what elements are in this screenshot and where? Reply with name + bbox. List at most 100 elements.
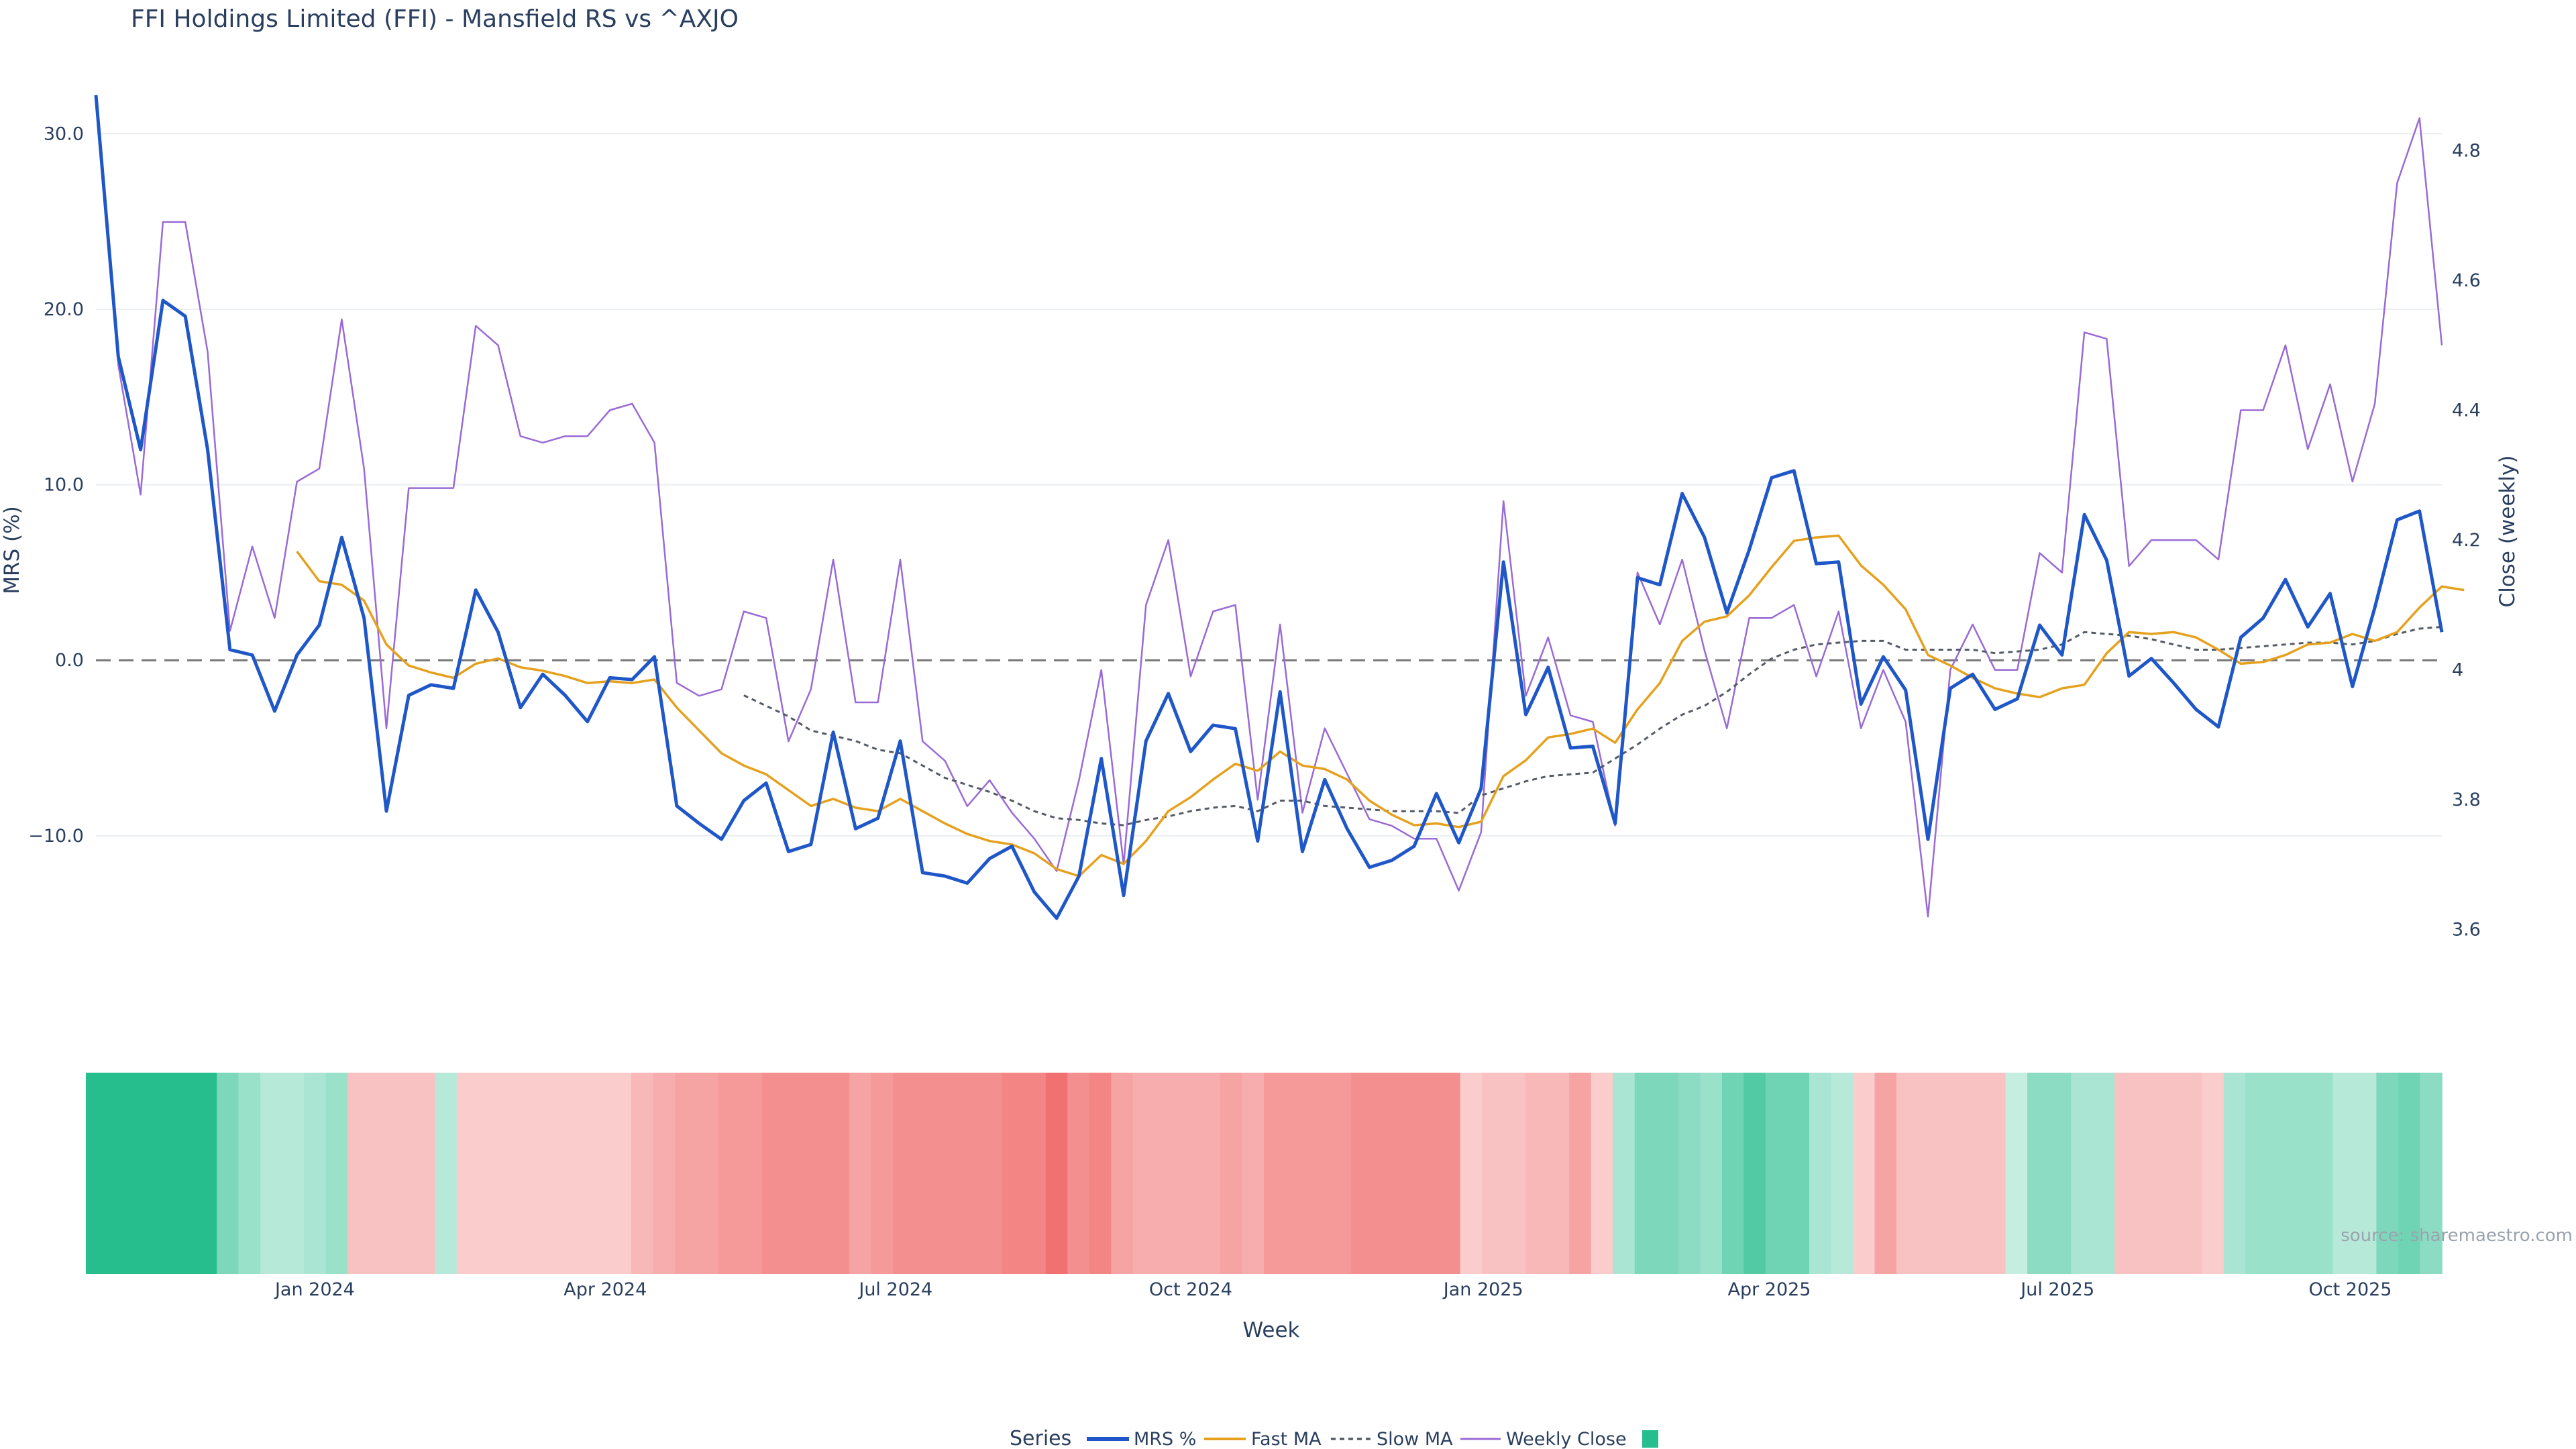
strip-cell [893,1073,916,1274]
strip-cell [631,1073,654,1274]
strip-cell [1482,1073,1505,1274]
strip-cell [1962,1073,1984,1274]
strip-cell [1351,1073,1374,1274]
strip-cell [1700,1073,1723,1274]
strip-cell [958,1073,981,1274]
slow-ma-series [743,626,2443,826]
strip-cell [1896,1073,1919,1274]
strip-cell [1525,1073,1548,1274]
strip-cell [2158,1073,2181,1274]
y-tick-label: 30.0 [44,123,84,144]
y2-tick-label: 4 [2452,660,2463,681]
strip-cell [1132,1073,1156,1274]
x-tick-label: Jan 2024 [274,1279,355,1300]
y2-tick-label: 4.4 [2452,400,2481,421]
y-tick-label: 0.0 [55,650,84,671]
strip-cell [718,1073,741,1274]
strip-cell [325,1073,348,1274]
strip-cell [2267,1073,2290,1274]
strip-cell [1395,1073,1417,1274]
strip-cell [129,1073,152,1274]
y-tick-label: 20.0 [44,299,84,320]
mrs-series [94,95,2444,920]
strip-cell [1438,1073,1461,1274]
strip-cell [806,1073,828,1274]
legend-title: Series [1010,1427,1071,1449]
series-line [743,626,2443,826]
grid-lines [96,133,2442,837]
strip-cell [2180,1073,2203,1274]
strip-cell [1874,1073,1897,1274]
strip-cell [1089,1073,1112,1274]
series-line [94,95,2444,920]
strip-cell [1831,1073,1854,1274]
strip-cell [369,1073,392,1274]
y2-tick-label: 4.8 [2452,140,2481,161]
y2-tick-label: 3.6 [2452,920,2481,941]
strip-cell [1634,1073,1658,1274]
strip-cell [282,1073,305,1274]
strip-cell [500,1073,523,1274]
strip-cell [195,1073,217,1274]
strip-cell [413,1073,436,1274]
strip-cell [2027,1073,2050,1274]
strip-cell [566,1073,588,1274]
x-axis-title: Week [1243,1318,1300,1342]
strip-cell [2420,1073,2443,1274]
strip-cell [347,1073,370,1274]
weekly-close-series [95,98,2443,918]
strip-cell [522,1073,545,1274]
strip-cell [2005,1073,2028,1274]
y-axis-right: 3.6 3.8 4 4.2 4.4 4.6 4.8 [2452,140,2481,940]
strip-cell [1809,1073,1832,1274]
y-axis-left: −10.0 0.0 10.0 20.0 30.0 [28,123,84,847]
legend: Series MRS % Fast MA Slow MA Weekly Clos… [1010,1427,1658,1449]
legend-close-label: Weekly Close [1506,1429,1627,1449]
strip-cell [1198,1073,1221,1274]
strip-cell [1984,1073,2006,1274]
y2-tick-label: 4.2 [2452,530,2481,551]
strip-cell [1307,1073,1330,1274]
strip-cell [740,1073,763,1274]
strip-cell [1918,1073,1941,1274]
strip-cell [2310,1073,2334,1274]
strip-cell [260,1073,283,1274]
strip-cell [2398,1073,2421,1274]
strip-cell [151,1073,174,1274]
strip-cell [936,1073,959,1274]
strip-cell [2354,1073,2377,1274]
strip-cell [1591,1073,1614,1274]
strip-cell [2223,1073,2247,1274]
strip-cell [1024,1073,1046,1274]
strip-cell [609,1073,632,1274]
strip-cell [784,1073,806,1274]
strip-cell [1460,1073,1483,1274]
strip-cell [1940,1073,1963,1274]
strip-cell [1656,1073,1679,1274]
strip-cell [1613,1073,1635,1274]
strip-cell [2376,1073,2399,1274]
strip-cell [871,1073,894,1274]
strip-cell [1721,1073,1745,1274]
strip-cell [2114,1073,2137,1274]
legend-fast-label: Fast MA [1251,1429,1322,1449]
source-annotation: source: sharemaestro.com [2341,1226,2573,1246]
series-line [296,534,2465,877]
x-tick-label: Apr 2024 [564,1279,647,1300]
strip-cell [849,1073,872,1274]
legend-mrs-label: MRS % [1134,1429,1196,1449]
strip-cell [2332,1073,2355,1274]
strip-cell [2092,1073,2115,1274]
strip-cell [1242,1073,1265,1274]
strip-cell [391,1073,414,1274]
strip-cell [1678,1073,1701,1274]
strip-cell [696,1073,719,1274]
strip-cell [2202,1073,2224,1274]
x-tick-label: Jul 2025 [2019,1279,2094,1300]
strip-cell [914,1073,937,1274]
strip-cell [2289,1073,2312,1274]
regime-strip [86,1073,2443,1274]
x-tick-label: Oct 2024 [1149,1279,1232,1300]
strip-cell [1743,1073,1766,1274]
y-tick-label: −10.0 [28,826,84,847]
